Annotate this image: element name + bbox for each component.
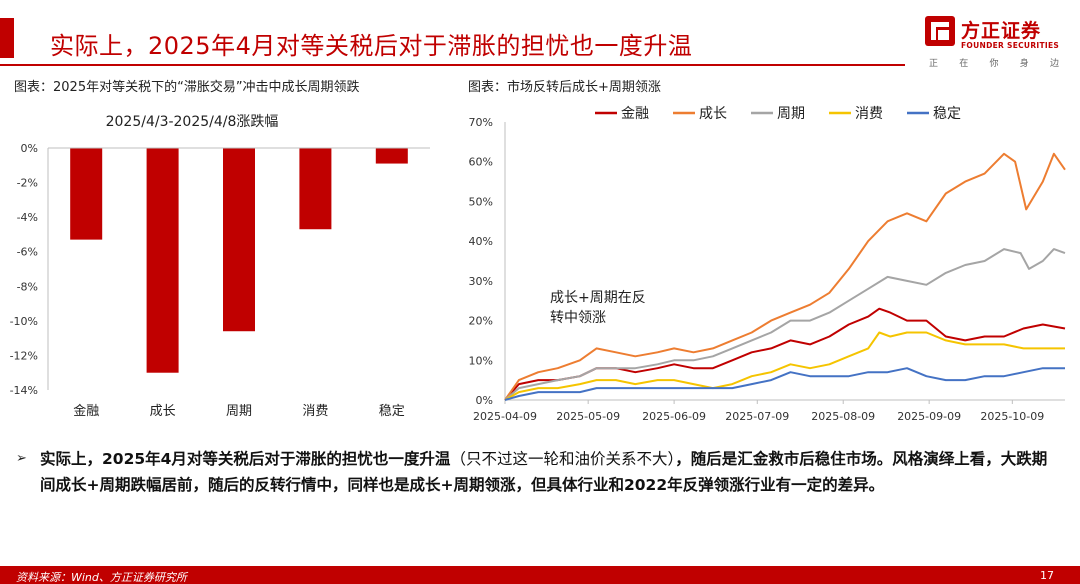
bar-y-tick-label: -10% bbox=[10, 315, 38, 328]
bullet-paragraph: 实际上，2025年4月对等关税后对于滞胀的担忧也一度升温（只不过这一轮和油价关系… bbox=[40, 446, 1060, 498]
footer-bar bbox=[0, 566, 1080, 584]
line-annotation-line-2: 转中领涨 bbox=[550, 310, 606, 326]
logo-name-en: FOUNDER SECURITIES bbox=[961, 41, 1060, 50]
title-rule bbox=[0, 64, 905, 66]
line-y-tick-label: 30% bbox=[469, 275, 493, 288]
bar-chart: 2025/4/3-2025/4/8涨跌幅 0% -2% -4% -6% -8% -10% -1… bbox=[10, 114, 430, 419]
logo-slogan: 正 在 你 身 边 bbox=[929, 56, 1059, 69]
bar-4 bbox=[299, 148, 332, 230]
bullet-part-1: 实际上，2025年4月对等关税后对于滞胀的担忧也一度升温 bbox=[40, 450, 451, 468]
legend-label: 周期 bbox=[777, 106, 805, 122]
series-line-消费 bbox=[504, 331, 1065, 401]
series-line-周期 bbox=[504, 248, 1066, 401]
bar-category-label: 金融 bbox=[73, 403, 99, 419]
legend-label: 金融 bbox=[621, 106, 649, 122]
title-accent-bar bbox=[0, 18, 14, 58]
logo-mark-icon bbox=[925, 16, 955, 46]
line-x-tick-label: 2025-10-09 bbox=[980, 410, 1044, 423]
line-y-tick-label: 50% bbox=[469, 195, 493, 208]
bar-y-tick-label: -8% bbox=[17, 280, 38, 293]
line-y-tick-label: 70% bbox=[469, 116, 493, 129]
bar-5 bbox=[375, 148, 408, 164]
bar-chart-title: 2025/4/3-2025/4/8涨跌幅 bbox=[106, 114, 279, 130]
bar-category-label: 成长 bbox=[150, 404, 176, 419]
line-x-tick-label: 2025-07-09 bbox=[725, 410, 789, 423]
bar-y-tick-label: -14% bbox=[10, 384, 38, 397]
left-figure-caption: 图表：2025年对等关税下的“滞胀交易”冲击中成长周期领跌 bbox=[14, 80, 360, 95]
right-figure-caption: 图表：市场反转后成长+周期领涨 bbox=[468, 80, 661, 95]
bar-y-tick-label: -2% bbox=[17, 177, 38, 190]
series-line-成长 bbox=[504, 152, 1066, 401]
bar-category-label: 周期 bbox=[226, 404, 252, 419]
series-line-稳定 bbox=[504, 367, 1065, 401]
line-y-tick-label: 10% bbox=[469, 354, 493, 367]
bar-y-tick-label: -4% bbox=[17, 211, 38, 224]
bar-2 bbox=[146, 148, 179, 373]
line-x-tick-label: 2025-05-09 bbox=[556, 410, 620, 423]
slogan-char: 正 bbox=[929, 59, 939, 69]
company-logo: 方正证券 FOUNDER SECURITIES 正 在 你 身 边 bbox=[925, 14, 1065, 70]
slogan-char: 身 bbox=[1019, 59, 1029, 69]
slogan-char: 边 bbox=[1049, 59, 1059, 69]
logo-name-cn: 方正证券 bbox=[961, 20, 1042, 42]
line-y-tick-label: 60% bbox=[469, 156, 493, 169]
line-x-tick-label: 2025-06-09 bbox=[642, 410, 706, 423]
bar-category-label: 消费 bbox=[302, 404, 328, 419]
page-number: 17 bbox=[1040, 569, 1054, 582]
legend-label: 成长 bbox=[699, 106, 727, 122]
bar-category-label: 稳定 bbox=[379, 403, 405, 419]
legend-label: 消费 bbox=[855, 106, 883, 122]
legend-label: 稳定 bbox=[933, 106, 961, 122]
bar-y-tick-label: -12% bbox=[10, 349, 38, 362]
line-y-tick-label: 20% bbox=[469, 315, 493, 328]
line-y-tick-label: 40% bbox=[469, 235, 493, 248]
line-y-tick-label: 0% bbox=[476, 394, 493, 407]
bar-y-tick-label: -6% bbox=[17, 246, 38, 259]
line-annotation-line-1: 成长+周期在反 bbox=[550, 290, 646, 306]
bullet-part-3: ，随后是汇金救市后稳住市场。风格演绎上看，大跌期间成长+周期跌幅居前，随后的反转… bbox=[40, 450, 1048, 494]
bullet-arrow-icon: ➢ bbox=[16, 451, 27, 466]
line-x-tick-label: 2025-04-09 bbox=[473, 410, 537, 423]
line-x-tick-label: 2025-09-09 bbox=[897, 410, 961, 423]
bullet-part-2: （只不过这一轮和油价关系不大） bbox=[450, 450, 676, 468]
slide-title: 实际上，2025年4月对等关税后对于滞胀的担忧也一度升温 bbox=[50, 32, 693, 60]
source-note: 资料来源：Wind、方正证券研究所 bbox=[16, 571, 187, 584]
slogan-char: 在 bbox=[959, 59, 969, 69]
bar-3 bbox=[223, 148, 255, 332]
slogan-char: 你 bbox=[989, 59, 999, 69]
line-chart: 0% 10% 20% 30% 40% 50% 60% 70% 2025-04-09 2025-05… bbox=[469, 106, 1066, 423]
bar-y-tick-label: 0% bbox=[21, 142, 38, 155]
line-x-tick-label: 2025-08-09 bbox=[811, 410, 875, 423]
bar-1 bbox=[70, 148, 103, 240]
